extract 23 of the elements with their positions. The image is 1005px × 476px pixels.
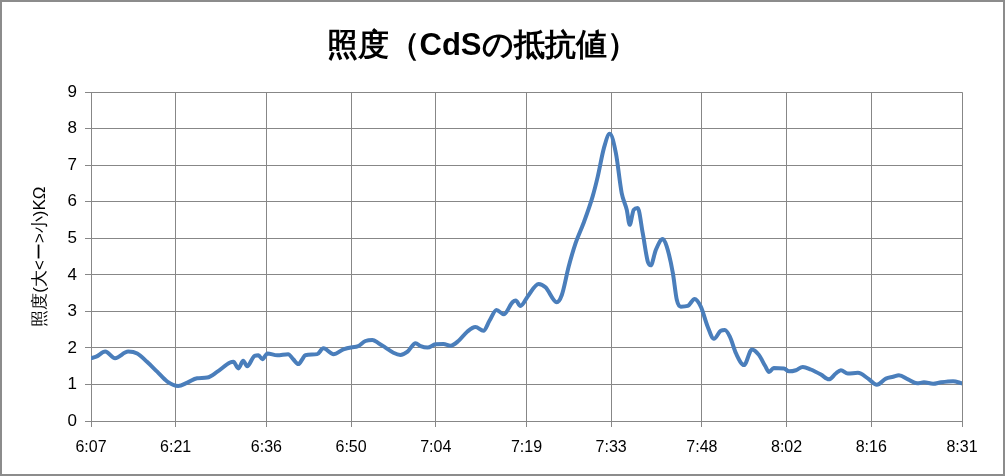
y-tick-label: 3 (67, 301, 77, 321)
y-tick-label: 1 (67, 374, 77, 394)
x-tick-label: 7:04 (420, 438, 452, 456)
y-tick-label: 8 (67, 118, 77, 138)
x-tick-label: 6:50 (335, 438, 367, 456)
x-tick-label: 6:36 (250, 438, 283, 456)
y-tick-label: 7 (67, 154, 77, 174)
x-tick-label: 7:48 (686, 438, 718, 456)
y-tick-label: 6 (67, 191, 77, 211)
x-tick-label: 8:02 (771, 438, 803, 456)
x-tick-label: 8:31 (946, 438, 978, 456)
y-tick-label: 2 (67, 337, 77, 357)
x-tick-label: 7:19 (510, 438, 543, 456)
y-tick-label: 4 (67, 264, 77, 284)
y-axis-title: 照度(大<ー>小)KΩ (29, 186, 49, 327)
x-tick-label: 7:33 (595, 438, 627, 456)
y-tick-label: 0 (67, 410, 77, 430)
x-tick-label: 6:07 (75, 438, 107, 456)
y-tick-label: 5 (67, 228, 77, 248)
y-tick-label: 9 (67, 81, 77, 101)
x-tick-label: 6:21 (160, 438, 192, 456)
chart-title: 照度（CdSの抵抗値） (326, 27, 638, 63)
x-tick-label: 8:16 (855, 438, 887, 456)
